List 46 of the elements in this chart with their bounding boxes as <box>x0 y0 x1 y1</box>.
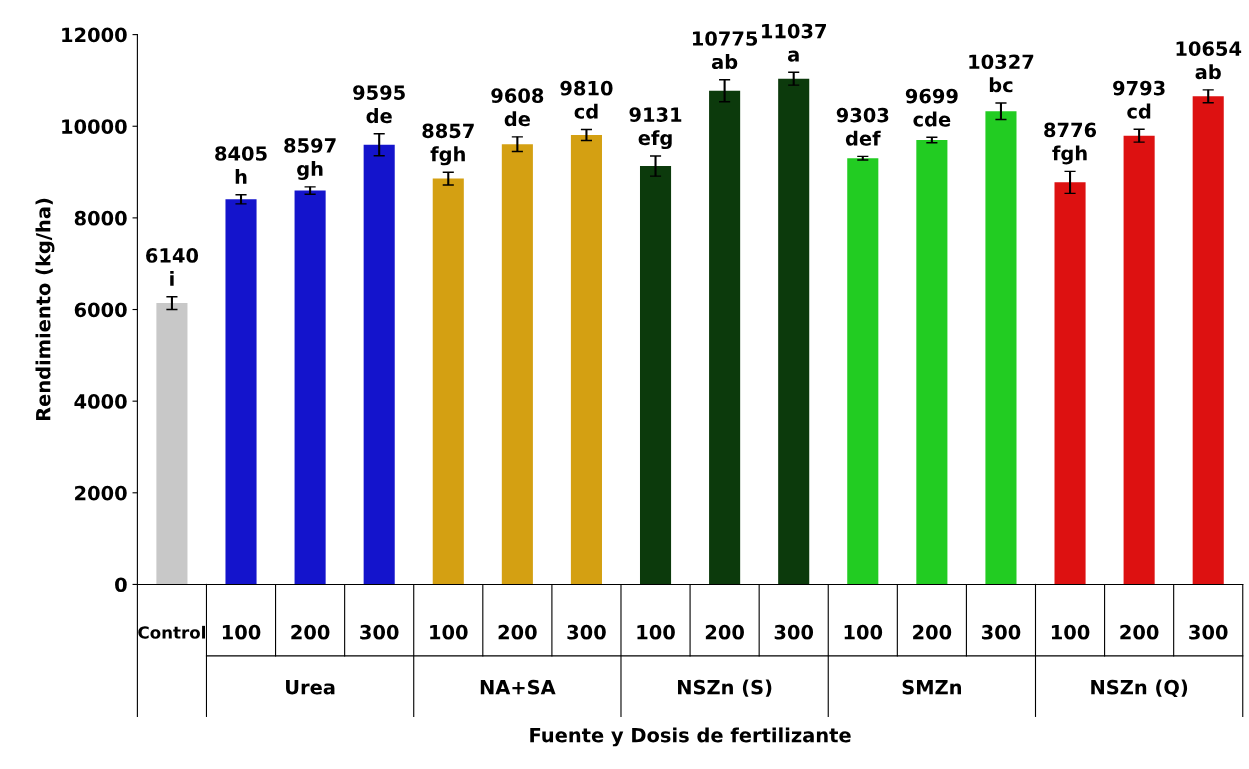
x-tick-label: 200 <box>913 624 952 640</box>
x-tick-label: 200 <box>705 624 744 640</box>
data-label: 8776 fgh <box>1044 122 1097 165</box>
y-tick-label: 4000 <box>74 394 127 409</box>
x-tick-label: 200 <box>291 624 330 640</box>
x-tick-label: 100 <box>1051 624 1090 640</box>
data-label: 10775 ab <box>692 31 758 70</box>
x-tick-label: 200 <box>1120 624 1159 640</box>
data-label: 6140 i <box>146 248 199 286</box>
y-tick-label: 0 <box>115 577 127 593</box>
data-label: 9699 cde <box>905 88 958 127</box>
text: NSZn (S) <box>678 679 772 697</box>
y-tick-label: 2000 <box>75 485 127 501</box>
text: NA+SA <box>480 679 556 695</box>
y-tick-label: 10000 <box>62 119 127 134</box>
data-label: 9810 cd <box>560 80 613 119</box>
y-tick-label: 6000 <box>74 302 127 318</box>
data-label: 9793 cd <box>1113 80 1165 119</box>
text: SMZn <box>902 679 961 695</box>
text: NSZn (Q) <box>1091 679 1188 698</box>
data-label: 8857 fgh <box>422 123 474 166</box>
x-tick-label: 300 <box>774 624 814 640</box>
x-tick-label: 100 <box>222 624 261 640</box>
x-tick-label: Control <box>138 625 205 639</box>
data-label: 10654 ab <box>1176 41 1242 80</box>
y-tick-label: 12000 <box>62 27 127 43</box>
data-label: 9131 efg <box>629 107 682 150</box>
x-tick-label: 100 <box>637 624 675 640</box>
data-label: 9303 def <box>836 107 889 146</box>
data-label: 9608 de <box>491 88 544 127</box>
x-tick-label: 300 <box>360 624 399 640</box>
text: Urea <box>286 680 335 695</box>
x-tick-label: 300 <box>1189 624 1228 640</box>
data-label: 9595 de <box>353 85 405 124</box>
x-tick-label: 200 <box>498 624 537 640</box>
y-tick-label: 8000 <box>74 210 127 226</box>
data-label: 8405 h <box>215 146 267 184</box>
x-axis-title: Fuente y Dosis de fertilizante <box>530 727 851 747</box>
data-label: 10327 bc <box>969 54 1034 93</box>
data-label: 8597 gh <box>284 138 336 180</box>
y-axis-title: Rendimiento (kg/ha) <box>35 198 55 421</box>
data-label: 11037 a <box>762 23 826 62</box>
x-tick-label: 300 <box>981 624 1021 640</box>
x-tick-label: 100 <box>430 624 468 640</box>
x-tick-label: 300 <box>567 624 606 640</box>
x-tick-label: 100 <box>844 624 883 640</box>
